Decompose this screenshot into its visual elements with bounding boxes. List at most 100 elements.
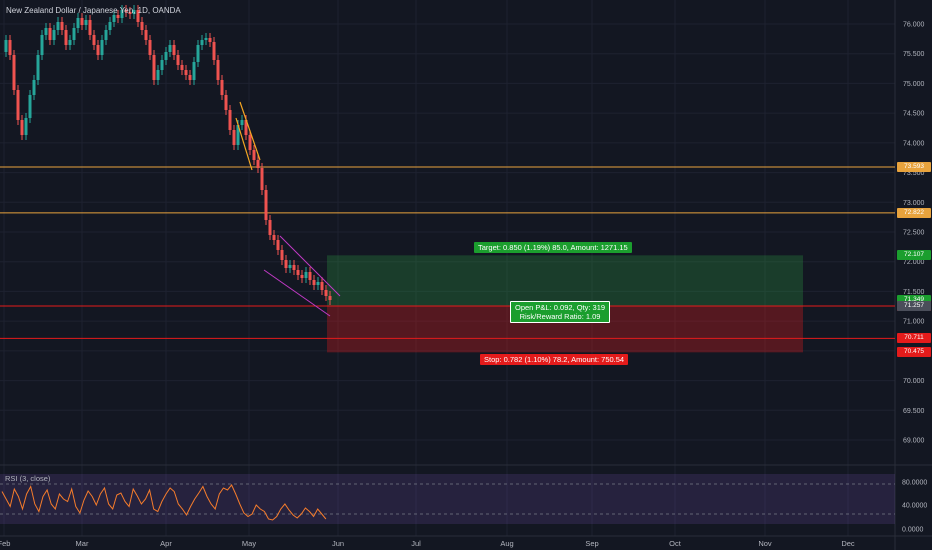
price-tick-label: 75.000 [903,81,925,88]
candle-body [184,70,188,75]
candle-body [328,296,332,300]
candle-body [200,40,204,45]
candle-body [140,22,144,30]
price-tick-label: 76.000 [903,22,925,29]
candle-body [272,235,276,240]
candle-body [128,12,132,14]
pnl-label: Open P&L: 0.092, Qty: 319 [515,303,606,312]
candle-body [124,10,128,12]
time-tick-label: Sep [585,539,598,548]
rsi-tick-label: 40.0000 [902,503,927,510]
rsi-tick-label: 0.0000 [902,527,924,534]
price-badge: 70.475 [897,347,931,358]
candle-body [216,60,220,80]
candle-body [8,40,12,55]
candle-body [168,45,172,52]
rsi-line [1,484,327,521]
candle-body [92,35,96,45]
candle-body [32,80,36,95]
candle-body [176,55,180,65]
candle-body [224,95,228,110]
candle-body [304,272,308,278]
candle-body [80,18,84,25]
candle-body [244,120,248,135]
candle-body [256,160,260,168]
candle-body [52,30,56,40]
candle-body [300,275,304,278]
candle-body [44,28,48,35]
candle-body [196,45,200,62]
candle-body [280,250,284,260]
time-tick-label: May [242,539,256,548]
candle-body [116,15,120,18]
candle-body [204,38,208,40]
candle-body [188,75,192,80]
candle-body [276,240,280,250]
candle-body [136,10,140,22]
pnl-box: Open P&L: 0.092, Qty: 319 Risk/Reward Ra… [510,301,611,323]
orange-trend-1 [239,101,261,161]
candle-body [288,265,292,268]
candle-body [72,28,76,40]
price-badge: 71.257 [897,300,931,311]
candle-body [60,22,64,30]
target-label: Target: 0.850 (1.19%) 85.0, Amount: 1271… [474,242,632,253]
price-tick-label: 69.500 [903,408,925,415]
target-zone [327,255,803,306]
candle-body [112,15,116,22]
candle-body [120,10,124,18]
time-tick-label: Apr [160,539,172,548]
price-tick-label: 75.500 [903,51,925,58]
candle-body [156,70,160,80]
time-tick-label: Oct [669,539,682,548]
price-tick-label: 71.000 [903,319,925,326]
candle-body [264,190,268,220]
time-tick-label: Nov [758,539,772,548]
candle-body [160,60,164,70]
candle-body [172,45,176,55]
candle-body [252,150,256,160]
price-tick-label: 72.500 [903,230,925,237]
candle-body [180,65,184,70]
candle-body [16,90,20,120]
candle-body [40,35,44,55]
price-tick-label: 69.000 [903,438,925,445]
wedge-upper [279,235,341,297]
rsi-tick-label: 80.0000 [902,480,927,487]
candle-body [324,290,328,296]
candle-body [56,22,60,30]
symbol-title[interactable]: New Zealand Dollar / Japanese Yen, 1D, O… [6,6,181,15]
candle-body [68,40,72,45]
candle-body [4,40,8,52]
candle-body [320,282,324,290]
candle-body [232,130,236,145]
candle-body [236,125,240,145]
time-tick-label: Dec [841,539,855,548]
candle-body [228,110,232,130]
candle-body [164,52,168,60]
candle-body [292,265,296,270]
candle-body [20,120,24,135]
candle-body [144,30,148,40]
time-tick-label: Jun [332,539,344,548]
candle-body [240,120,244,125]
candle-body [76,18,80,28]
candle-body [152,55,156,80]
candle-body [132,10,136,14]
rsi-title[interactable]: RSI (3, close) [5,474,51,483]
rr-label: Risk/Reward Ratio: 1.09 [519,312,601,321]
candle-body [260,168,264,190]
candle-body [36,55,40,80]
orange-trend-2 [235,117,253,171]
candle-body [220,80,224,95]
candle-body [148,40,152,55]
candle-body [84,20,88,25]
candle-body [88,20,92,35]
candle-body [24,118,28,135]
price-tick-label: 73.500 [903,170,925,177]
time-tick-label: Jul [411,539,421,548]
wedge-lower [263,269,331,317]
